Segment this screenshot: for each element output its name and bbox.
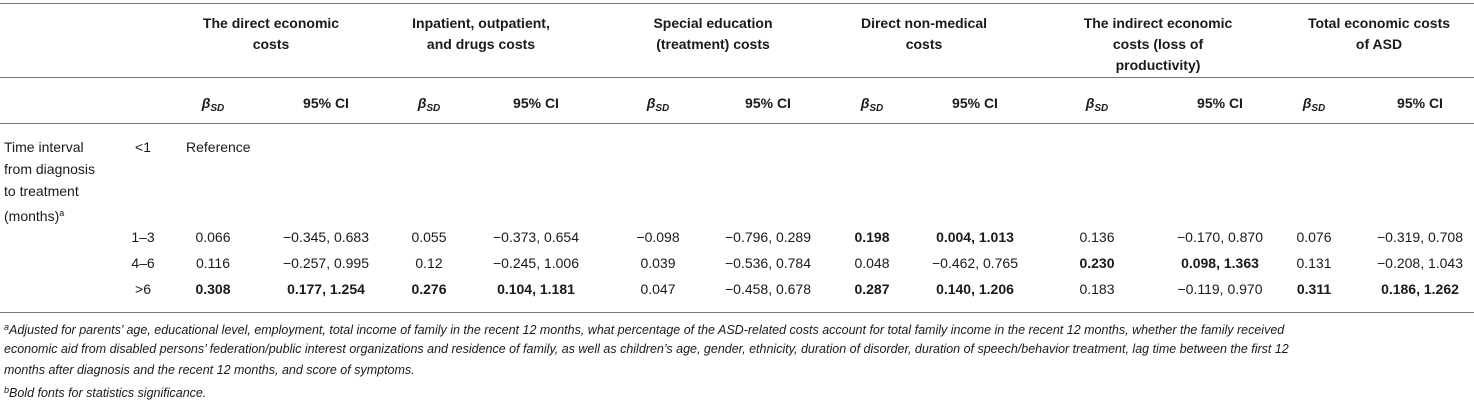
- beta-value-cell: 0.183: [1079, 281, 1115, 297]
- column-group-header: of ASD: [1355, 36, 1403, 52]
- beta-symbol: β: [860, 95, 870, 111]
- beta-symbol: β: [201, 95, 211, 111]
- row-label-sup: a: [59, 208, 65, 218]
- row-label-line-2: to treatment: [4, 183, 79, 199]
- ci-value-cell: 0.104, 1.181: [497, 281, 575, 297]
- beta-subscript: SD: [426, 103, 441, 114]
- ci-value-cell: 0.177, 1.254: [287, 281, 365, 297]
- beta-value-cell: 0.287: [854, 281, 890, 297]
- beta-symbol: β: [646, 95, 656, 111]
- beta-symbol: β: [1085, 95, 1095, 111]
- ci-value-cell: −0.458, 0.678: [724, 281, 812, 297]
- column-group-header: The direct economic: [202, 15, 340, 31]
- beta-value-cell: 0.136: [1079, 229, 1115, 245]
- beta-subscript: SD: [210, 103, 225, 114]
- row-label-line-3-text: (months): [4, 208, 60, 224]
- beta-sd-header: βSD: [1067, 94, 1127, 118]
- ci-value-cell: −0.170, 0.870: [1176, 229, 1264, 245]
- ci-value-cell: −0.119, 0.970: [1177, 281, 1263, 297]
- beta-value-cell: 0.047: [640, 281, 676, 297]
- footnote-a-line-2: months after diagnosis and the recent 12…: [4, 363, 415, 377]
- beta-value-cell: 0.116: [196, 255, 230, 271]
- footnote-b-marker: b: [4, 385, 10, 395]
- footnote-a-text-0: Adjusted for parents’ age, educational l…: [9, 323, 1285, 337]
- beta-value-cell: 0.076: [1296, 229, 1332, 245]
- beta-value-cell: −0.098: [636, 229, 680, 245]
- row-label-line-0: Time interval: [4, 139, 84, 155]
- ci-value-cell: 0.098, 1.363: [1181, 255, 1259, 271]
- row-label-line-3: (months)a: [4, 204, 64, 226]
- footnote-a-line-0: aAdjusted for parents’ age, educational …: [4, 318, 1284, 340]
- column-group-header: and drugs costs: [426, 36, 536, 52]
- header-bottom-rule: [0, 123, 1474, 124]
- column-group-header: (treatment) costs: [656, 36, 770, 52]
- column-group-header: costs (loss of: [1112, 36, 1204, 52]
- ci-value-cell: −0.462, 0.765: [931, 255, 1019, 271]
- beta-value-cell: 0.276: [411, 281, 447, 297]
- footnote-b-text: Bold fonts for statistics significance.: [9, 386, 207, 400]
- ci-value-cell: −0.257, 0.995: [282, 255, 370, 271]
- beta-value-cell: 0.066: [195, 229, 231, 245]
- ci-value-cell: −0.245, 1.006: [492, 255, 580, 271]
- row-interval: 1–3: [131, 229, 155, 245]
- ci-header: 95% CI: [1197, 95, 1243, 111]
- beta-value-cell: 0.048: [854, 255, 890, 271]
- table-bottom-rule: [0, 312, 1474, 313]
- beta-sd-header: βSD: [183, 94, 243, 118]
- ci-header: 95% CI: [303, 95, 349, 111]
- ci-value-cell: 0.186, 1.262: [1381, 281, 1459, 297]
- beta-value-cell: 0.131: [1296, 255, 1332, 271]
- beta-subscript: SD: [869, 103, 884, 114]
- beta-symbol: β: [417, 95, 427, 111]
- beta-sd-header: βSD: [842, 94, 902, 118]
- footnote-a-line-1: economic aid from disabled persons’ fede…: [4, 342, 1289, 356]
- beta-sd-header: βSD: [399, 94, 459, 118]
- beta-sd-header: βSD: [1284, 94, 1344, 118]
- ci-value-cell: −0.345, 0.683: [282, 229, 370, 245]
- ci-value-cell: −0.319, 0.708: [1376, 229, 1464, 245]
- column-group-header: productivity): [1115, 57, 1201, 73]
- row-label-line-1: from diagnosis: [4, 161, 96, 177]
- beta-subscript: SD: [1311, 103, 1326, 114]
- beta-subscript: SD: [655, 103, 670, 114]
- ci-header: 95% CI: [1397, 95, 1443, 111]
- ci-value-cell: −0.373, 0.654: [492, 229, 580, 245]
- beta-value-cell: 0.12: [415, 255, 443, 271]
- column-group-header: Total economic costs: [1307, 15, 1451, 31]
- beta-value-cell: 0.039: [640, 255, 676, 271]
- beta-symbol: β: [1302, 95, 1312, 111]
- ci-value-cell: −0.536, 0.784: [724, 255, 812, 271]
- ci-value-cell: −0.208, 1.043: [1376, 255, 1464, 271]
- column-group-header: costs: [252, 36, 290, 52]
- column-group-header: Inpatient, outpatient,: [412, 15, 550, 31]
- ci-header: 95% CI: [745, 95, 791, 111]
- column-group-header: The indirect economic: [1083, 15, 1233, 31]
- row-interval: 4–6: [131, 255, 155, 271]
- beta-value-cell: 0.308: [195, 281, 231, 297]
- ci-value-cell: −0.796, 0.289: [724, 229, 812, 245]
- footnote-b: bBold fonts for statistics significance.: [4, 381, 206, 403]
- beta-value-cell: 0.055: [411, 229, 447, 245]
- header-mid-rule: [0, 77, 1474, 78]
- beta-value-cell: 0.230: [1079, 255, 1115, 271]
- ci-value-cell: 0.004, 1.013: [936, 229, 1014, 245]
- table-top-rule: [0, 3, 1474, 4]
- footnote-a-marker: a: [4, 322, 10, 332]
- ci-value-cell: 0.140, 1.206: [936, 281, 1014, 297]
- beta-sd-header: βSD: [628, 94, 688, 118]
- row-interval: >6: [135, 281, 151, 297]
- ci-header: 95% CI: [952, 95, 998, 111]
- reference-label: Reference: [186, 139, 251, 155]
- beta-value-cell: 0.198: [854, 229, 890, 245]
- column-group-header: costs: [905, 36, 943, 52]
- ci-header: 95% CI: [513, 95, 559, 111]
- reference-interval: <1: [135, 139, 151, 155]
- column-group-header: Special education: [653, 15, 773, 31]
- beta-subscript: SD: [1094, 103, 1109, 114]
- column-group-header: Direct non-medical: [860, 15, 988, 31]
- beta-value-cell: 0.311: [1296, 281, 1332, 297]
